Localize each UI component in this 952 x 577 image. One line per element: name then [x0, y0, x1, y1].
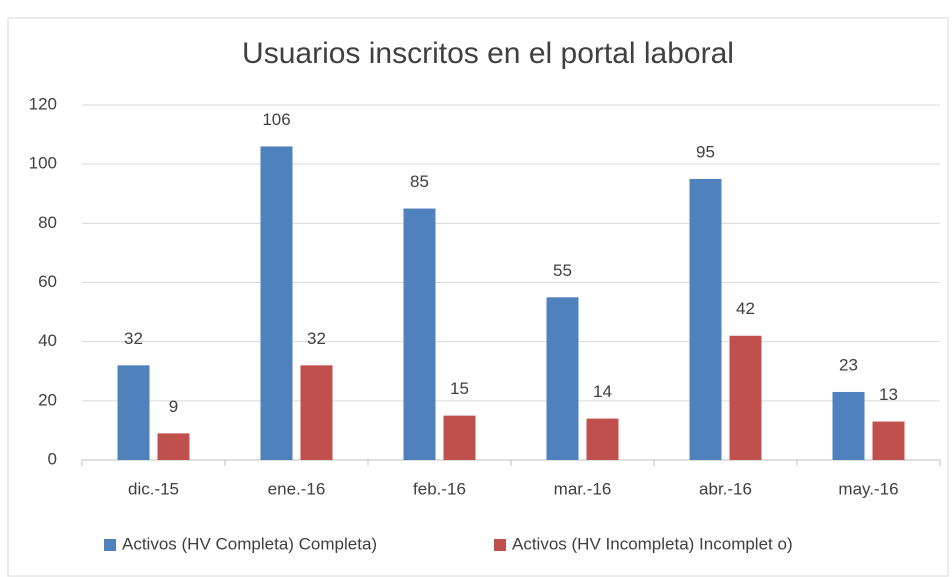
data-label: 85	[410, 172, 429, 191]
data-label: 95	[696, 142, 715, 161]
bar	[117, 365, 150, 460]
y-tick-label: 100	[29, 154, 57, 173]
bar	[832, 391, 865, 460]
bar	[872, 421, 905, 460]
data-label: 32	[307, 329, 326, 348]
y-tick-label: 120	[29, 94, 57, 113]
legend-swatch	[494, 539, 506, 551]
x-tick-label: dic.-15	[128, 479, 179, 498]
data-label: 9	[169, 397, 178, 416]
y-tick-label: 0	[48, 449, 57, 468]
data-label: 32	[124, 329, 143, 348]
legend-swatch	[104, 539, 116, 551]
bar	[689, 178, 722, 461]
data-label: 14	[593, 382, 612, 401]
bar	[546, 297, 579, 460]
y-tick-label: 60	[38, 272, 57, 291]
x-tick-label: abr.-16	[699, 479, 752, 498]
x-tick-label: may.-16	[838, 479, 898, 498]
bar	[586, 418, 619, 460]
bar	[157, 433, 190, 460]
y-tick-label: 40	[38, 331, 57, 350]
x-tick-label: mar.-16	[554, 479, 612, 498]
chart-title: Usuarios inscritos en el portal laboral	[242, 37, 734, 70]
bar	[443, 415, 476, 460]
x-tick-label: feb.-16	[413, 479, 466, 498]
y-tick-label: 80	[38, 213, 57, 232]
bar	[403, 208, 436, 460]
bar	[300, 365, 333, 460]
bar	[729, 335, 762, 460]
chart-border	[7, 17, 949, 577]
data-label: 106	[262, 110, 290, 129]
data-label: 55	[553, 261, 572, 280]
y-tick-label: 20	[38, 390, 57, 409]
data-label: 23	[839, 355, 858, 374]
data-label: 13	[879, 385, 898, 404]
data-label: 42	[736, 299, 755, 318]
data-label: 15	[450, 379, 469, 398]
legend-label: Activos (HV Completa) Completa)	[122, 534, 377, 553]
bar	[260, 146, 293, 460]
x-tick-label: ene.-16	[268, 479, 326, 498]
legend-label: Activos (HV Incompleta) Incomplet o)	[512, 534, 793, 553]
